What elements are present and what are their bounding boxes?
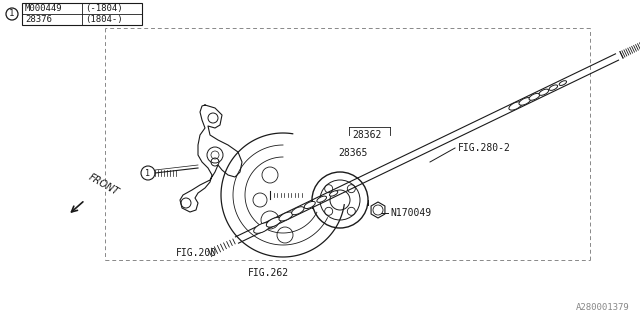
Text: (1804-): (1804-) [85,15,123,24]
Ellipse shape [539,89,548,95]
Bar [22,3,142,25]
Ellipse shape [304,201,316,209]
Ellipse shape [330,191,338,196]
Text: 1: 1 [10,10,15,19]
Ellipse shape [519,98,531,105]
Text: FRONT: FRONT [87,172,121,197]
Text: (-1804): (-1804) [85,4,123,13]
Ellipse shape [559,81,566,85]
Text: M000449: M000449 [25,4,63,13]
Text: 28376: 28376 [25,15,52,24]
Text: FIG.280-2: FIG.280-2 [458,143,511,153]
Ellipse shape [509,102,522,110]
Text: N170049: N170049 [390,208,431,218]
Text: FIG.262: FIG.262 [248,268,289,278]
Ellipse shape [253,223,270,233]
Ellipse shape [529,93,540,100]
Text: 28362: 28362 [352,130,381,140]
Text: FIG.200: FIG.200 [175,248,216,258]
Ellipse shape [266,217,282,227]
Text: 28365: 28365 [338,148,367,158]
Ellipse shape [549,85,557,90]
Text: 1: 1 [145,169,150,178]
Ellipse shape [317,196,326,202]
Ellipse shape [292,207,304,215]
Text: A280001379: A280001379 [576,303,630,312]
Polygon shape [371,202,385,218]
Ellipse shape [279,212,292,221]
